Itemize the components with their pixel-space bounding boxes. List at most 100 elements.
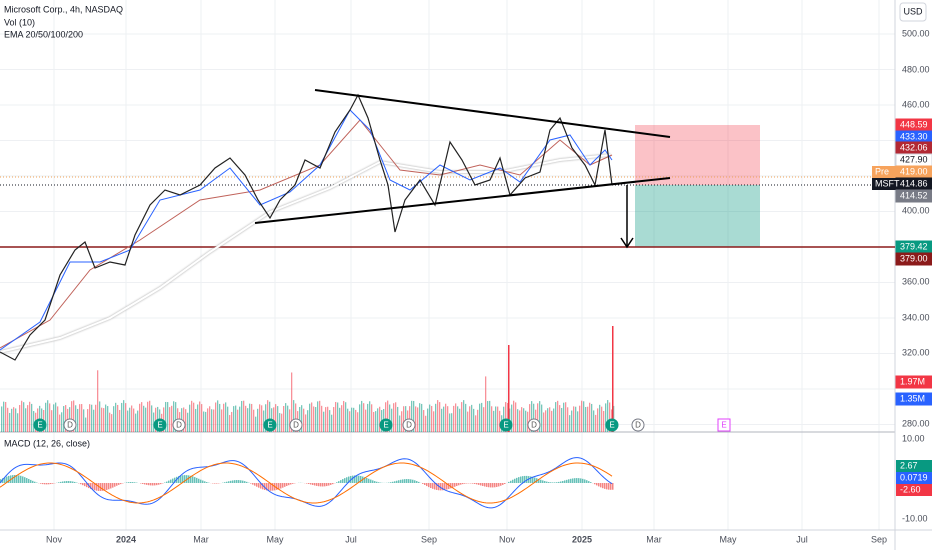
volume-bar [85, 417, 87, 432]
volume-bar [75, 405, 77, 432]
volume-bar [55, 402, 57, 432]
event-marker[interactable] [605, 418, 619, 432]
volume-bar [527, 411, 529, 432]
macd-histogram [354, 475, 356, 483]
volume-bar [387, 400, 389, 432]
volume-bar [443, 406, 445, 432]
macd-histogram [422, 483, 424, 484]
macd-histogram [320, 483, 322, 487]
volume-bar [259, 404, 261, 432]
event-marker[interactable] [263, 418, 277, 432]
macd-histogram [22, 476, 24, 483]
event-label[interactable]: E [383, 421, 388, 430]
currency-button[interactable] [899, 2, 927, 22]
macd-histogram [462, 483, 464, 485]
volume-bar [469, 406, 471, 432]
event-label[interactable]: D [293, 421, 299, 430]
volume-bar [275, 404, 277, 432]
volume-bar [175, 402, 177, 432]
event-label[interactable]: E [609, 421, 614, 430]
macd-histogram [148, 483, 150, 486]
event-marker[interactable] [631, 418, 645, 432]
macd-histogram [458, 483, 460, 486]
event-marker[interactable] [153, 418, 167, 432]
event-marker[interactable] [717, 418, 731, 432]
macd-histogram [190, 475, 192, 483]
macd-histogram [256, 483, 258, 487]
volume-bar [1, 406, 3, 432]
event-marker[interactable] [499, 418, 513, 432]
macd-histogram [270, 483, 272, 491]
event-label[interactable]: E [37, 421, 42, 430]
event-label[interactable]: E [503, 421, 508, 430]
macd-histogram [180, 475, 182, 483]
volume-bar [327, 406, 329, 432]
event-label[interactable]: E [267, 421, 272, 430]
event-label[interactable]: E [721, 421, 726, 430]
macd-histogram [6, 476, 8, 483]
macd-histogram [286, 483, 288, 486]
volume-bar [457, 406, 459, 432]
ema-20 [0, 109, 613, 351]
volume-bar [473, 408, 475, 432]
macd-histogram [64, 481, 66, 483]
macd-histogram [282, 483, 284, 488]
volume-bar [419, 403, 421, 432]
event-marker[interactable] [172, 418, 186, 432]
volume-bar [255, 416, 257, 432]
volume-bar [475, 415, 477, 432]
volume-bar [233, 406, 235, 432]
macd-axis-label: -10.00 [902, 513, 928, 523]
event-label[interactable]: D [176, 421, 182, 430]
volume-bar [17, 413, 19, 432]
macd-histogram [216, 483, 218, 484]
event-label[interactable]: D [635, 421, 641, 430]
volume-bar [47, 400, 49, 432]
volume-bar [121, 402, 123, 432]
macd-histogram [480, 483, 482, 486]
macd-histogram [16, 475, 18, 483]
volume-bar [235, 405, 237, 432]
volume-bar [413, 400, 415, 432]
event-label[interactable]: D [406, 421, 412, 430]
volume-bar [23, 402, 25, 432]
event-marker[interactable] [402, 418, 416, 432]
volume-bar [317, 401, 319, 432]
event-marker[interactable] [63, 418, 77, 432]
volume-bar [401, 411, 403, 432]
volume-bar [299, 406, 301, 432]
symbol-title: Microsoft Corp., 4h, NASDAQ [4, 4, 123, 14]
event-label[interactable]: E [157, 421, 162, 430]
macd-histogram [4, 477, 6, 483]
macd-histogram [100, 483, 102, 491]
volume-bar [357, 412, 359, 432]
macd-pane [0, 457, 614, 509]
event-marker[interactable] [33, 418, 47, 432]
volume-bar [87, 409, 89, 432]
event-label[interactable]: D [531, 421, 537, 430]
macd-histogram [588, 481, 590, 483]
volume-bar [429, 404, 431, 432]
event-marker[interactable] [379, 418, 393, 432]
currency-label[interactable]: USD [903, 6, 923, 16]
volume-bar [291, 372, 293, 432]
volume-bar [517, 409, 519, 432]
macd-histogram [80, 483, 82, 485]
volume-bar [567, 407, 569, 432]
macd-histogram [510, 480, 512, 483]
event-label[interactable]: D [67, 421, 73, 430]
macd-histogram [448, 483, 450, 489]
event-marker[interactable] [527, 418, 541, 432]
event-marker[interactable] [289, 418, 303, 432]
volume-bar [83, 409, 85, 432]
macd-histogram [442, 483, 444, 491]
volume-bar [95, 404, 97, 432]
macd-histogram [500, 483, 502, 486]
macd-histogram [102, 483, 104, 491]
volume-bar [497, 406, 499, 432]
volume-bar [521, 407, 523, 432]
volume-bar [485, 376, 487, 432]
volume-bar [129, 407, 131, 432]
volume-bar [49, 403, 51, 432]
macd-histogram [264, 483, 266, 490]
